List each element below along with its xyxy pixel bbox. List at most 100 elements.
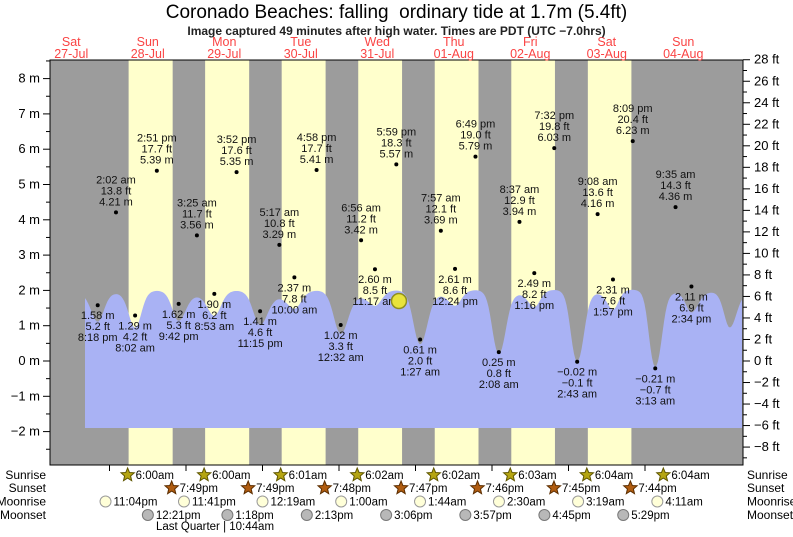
moonset-icon xyxy=(141,509,154,521)
left-axis-label: 4 m xyxy=(18,212,40,227)
low-tide-time: 1:27 am xyxy=(400,366,440,378)
day-date-label: 29-Jul xyxy=(207,47,241,61)
moonrise-time: 3:19am xyxy=(586,497,624,509)
low-tide-point xyxy=(453,266,458,271)
low-tide-time: 8:02 am xyxy=(115,342,155,354)
low-tide-time: 9:42 pm xyxy=(159,331,199,343)
low-tide-point xyxy=(418,337,423,342)
high-tide-point xyxy=(314,168,319,173)
high-tide-time: 6:49 pm xyxy=(456,119,496,131)
right-axis-label: 4 ft xyxy=(754,310,772,325)
high-tide-feet: 17.7 ft xyxy=(142,144,173,156)
right-axis-label: 12 ft xyxy=(754,224,780,239)
high-tide-point xyxy=(359,238,364,243)
low-tide-time: 2:08 am xyxy=(479,379,519,391)
sunset-icon xyxy=(622,479,639,495)
sunrise-time: 6:02am xyxy=(442,470,480,482)
low-tide-time: 3:13 am xyxy=(635,395,675,407)
sunrise-time: 6:04am xyxy=(671,470,709,482)
right-axis-label: 16 ft xyxy=(754,181,780,196)
day-weekday-label: Sun xyxy=(137,35,159,49)
row-label-left-sunset: Sunset xyxy=(9,481,47,495)
moonset-time: 2:13pm xyxy=(315,510,353,522)
low-tide-time: 12:32 am xyxy=(318,352,364,364)
low-tide-meters: −0.21 m xyxy=(635,373,675,385)
sunset-icon xyxy=(316,479,333,495)
high-tide-meters: 5.41 m xyxy=(300,154,334,166)
low-tide-point xyxy=(176,301,181,306)
sunrise-icon xyxy=(196,466,213,482)
sunrise-time: 6:02am xyxy=(365,470,403,482)
right-axis-label: −4 ft xyxy=(754,396,780,411)
high-tide-time: 7:57 am xyxy=(421,193,461,205)
high-tide-feet: 11.2 ft xyxy=(346,213,376,225)
sunrise-time: 6:00am xyxy=(136,470,174,482)
sunset-icon xyxy=(546,479,562,495)
plot-frame xyxy=(49,59,744,466)
high-tide-meters: 5.79 m xyxy=(459,141,493,153)
moonrise-time: 1:44am xyxy=(428,497,466,509)
high-tide-feet: 11.7 ft xyxy=(182,208,212,220)
sunset-time: 7:44pm xyxy=(638,483,676,495)
low-tide-time: 11:15 pm xyxy=(238,338,283,350)
sunset-icon xyxy=(469,479,486,495)
low-tide-meters: 2.49 m xyxy=(517,278,551,290)
row-label-right-moonset: Moonset xyxy=(747,508,793,522)
high-tide-feet: 18.3 ft xyxy=(381,137,412,149)
sunset-icon xyxy=(393,479,409,495)
low-tide-point xyxy=(532,271,537,276)
low-tide-time: 1:57 pm xyxy=(593,306,633,318)
low-tide-point xyxy=(338,322,343,327)
page-title: Coronado Beaches: falling ordinary tide … xyxy=(165,2,628,23)
high-tide-time: 3:25 am xyxy=(177,197,217,209)
high-tide-feet: 10.8 ft xyxy=(264,218,295,230)
sunset-time: 7:45pm xyxy=(562,483,600,495)
low-tide-meters: 2.31 m xyxy=(596,284,630,296)
high-tide-time: 9:35 am xyxy=(656,169,696,181)
right-axis-label: 14 ft xyxy=(754,202,780,217)
sunrise-time: 6:00am xyxy=(212,470,250,482)
day-weekday-label: Sat xyxy=(597,35,616,49)
left-axis-label: 8 m xyxy=(18,71,40,86)
low-tide-time: 2:43 am xyxy=(557,389,597,401)
high-tide-time: 5:17 am xyxy=(259,207,299,219)
moonrise-icon xyxy=(177,495,190,508)
high-tide-meters: 3.42 m xyxy=(344,224,378,236)
high-tide-meters: 5.35 m xyxy=(220,156,254,168)
left-axis-label: 0 m xyxy=(18,353,40,368)
day-weekday-label: Sat xyxy=(62,35,81,49)
low-tide-time: 11:17 am xyxy=(352,296,397,308)
high-tide-time: 8:37 am xyxy=(500,184,540,196)
high-tide-meters: 3.94 m xyxy=(503,206,537,218)
low-tide-meters: 1.58 m xyxy=(81,310,115,322)
high-tide-meters: 4.36 m xyxy=(659,191,693,203)
left-axis-label: 3 m xyxy=(18,247,40,262)
sunrise-time: 6:03am xyxy=(518,470,556,482)
high-tide-feet: 12.1 ft xyxy=(426,204,457,216)
low-tide-point xyxy=(610,277,615,282)
high-tide-meters: 5.39 m xyxy=(140,155,174,167)
day-date-label: 01-Aug xyxy=(434,47,474,61)
high-tide-time: 5:59 pm xyxy=(376,126,416,138)
high-tide-point xyxy=(552,146,557,151)
low-tide-meters: −0.02 m xyxy=(557,367,597,379)
sunset-icon xyxy=(163,479,180,495)
right-axis-label: 2 ft xyxy=(754,331,772,346)
left-axis-label: 7 m xyxy=(18,106,40,121)
low-tide-feet: 2.0 ft xyxy=(408,355,432,367)
moonrise-time: 12:19am xyxy=(271,497,316,509)
moonset-icon xyxy=(617,509,630,521)
left-axis-label: 6 m xyxy=(18,141,40,156)
high-tide-time: 7:32 pm xyxy=(534,110,574,122)
low-tide-feet: 6.9 ft xyxy=(679,303,703,315)
high-tide-time: 2:51 pm xyxy=(137,133,177,145)
moonset-time: 1:18pm xyxy=(235,510,273,522)
low-tide-meters: 1.41 m xyxy=(243,316,277,328)
high-tide-meters: 6.23 m xyxy=(616,125,650,137)
right-axis-label: 24 ft xyxy=(754,95,780,110)
low-tide-feet: 4.6 ft xyxy=(248,327,272,339)
low-tide-point xyxy=(496,350,501,355)
row-label-right-moonrise: Moonrise xyxy=(747,495,793,509)
